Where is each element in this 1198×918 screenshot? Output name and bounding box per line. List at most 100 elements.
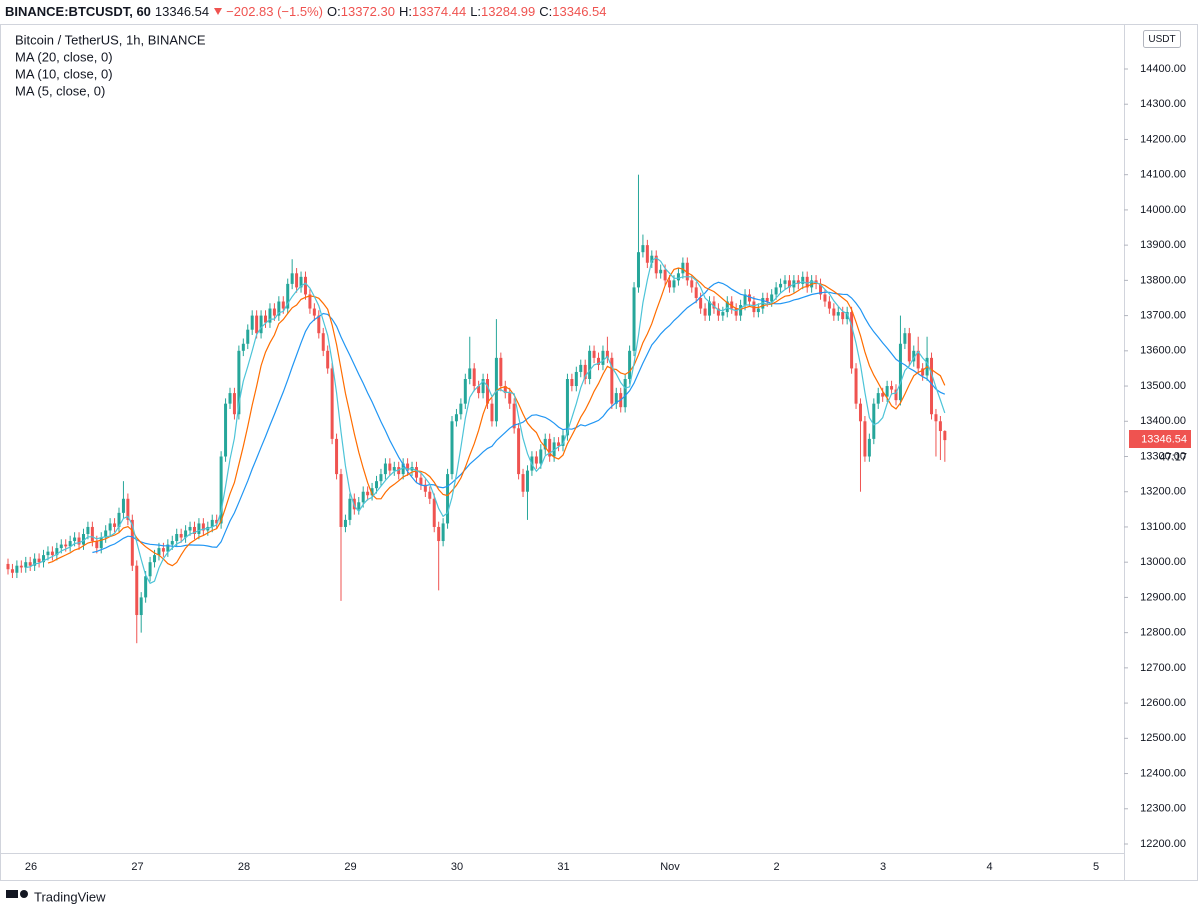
y-tick-label: 14000.00 [1140,204,1186,216]
candle-body [512,403,516,429]
candle-body [787,280,791,288]
candle-body [623,379,627,408]
currency-button[interactable] [1143,30,1181,48]
candle-body [10,569,14,573]
candle-body [104,530,108,538]
candle-body [55,548,59,556]
candle-body [907,333,911,362]
y-tick-label: 13300.00 [1140,450,1186,462]
candle-body [614,393,618,404]
candle-body [805,276,809,288]
x-tick-label: 31 [557,861,569,873]
candle-body [503,386,507,394]
currency[interactable]: USDT [1148,34,1175,45]
candle-body [259,315,263,334]
candle-body [934,414,938,422]
candle-body [898,343,902,401]
last-price: 13346.54 [154,3,210,19]
candle-body [232,393,236,415]
ohlc-label: O: [327,3,341,19]
y-tick-label: 12400.00 [1140,767,1186,779]
candle-body [668,280,672,288]
candle-body [708,301,712,316]
candle-body [867,438,871,457]
y-tick-label: 14100.00 [1140,169,1186,181]
candle-body [490,403,494,422]
candle-body [770,294,774,302]
candle-body [916,350,920,369]
candle-body [299,276,303,288]
candle-body [472,368,476,387]
candle-body [321,333,325,351]
candle-body [779,283,783,288]
candle-body [681,262,685,274]
candle-body [224,403,228,457]
x-tick-label: Nov [660,861,680,873]
candle-body [330,368,334,439]
candle-body [19,565,23,568]
candle-body [437,526,441,542]
ohlc-label: H: [398,3,412,19]
candle-body [725,301,729,313]
candle-body [15,565,19,573]
candle-body [423,484,427,492]
down-arrow [214,8,223,15]
y-tick-label: 12200.00 [1140,838,1186,850]
candle-body [930,357,934,415]
x-tick-label: 28 [238,861,250,873]
candle-body [144,576,148,598]
candle-body [157,548,161,556]
candle-body [610,357,614,404]
y-tick-label: 13400.00 [1140,415,1186,427]
candle-body [290,273,294,284]
candle-body [850,312,854,369]
candle-body [90,526,94,542]
candle-body [699,297,703,309]
candle-body [277,301,281,316]
countdown: 47:17 [1159,451,1187,463]
candle-body [659,269,663,274]
moving-average [25,257,946,585]
candle-body [77,537,81,545]
candle-body [463,379,467,404]
candle-body [357,502,361,510]
x-tick-label: 2 [773,861,779,873]
candle-body [250,315,254,330]
y-tick-label: 12700.00 [1140,662,1186,674]
candle-body [37,558,41,563]
candle-body [636,252,640,288]
candle-body [383,463,387,475]
candle-body [796,280,800,284]
candle-body [414,467,418,478]
candle-body [406,463,410,471]
candle-body [161,548,165,552]
candle-body [921,368,925,376]
candle-body [326,350,330,369]
candle-body [33,558,37,566]
candle-body [175,534,179,542]
candle-body [845,312,849,320]
ohlc-label: C: [539,3,553,19]
candle-body [872,403,876,439]
chart-title: Bitcoin / TetherUS, 1h, BINANCE [15,32,206,47]
candle-body [672,280,676,288]
candle-body [95,541,99,549]
candle-body [654,255,658,274]
candle-body [375,481,379,489]
candle-body [565,379,569,436]
candle-body [841,312,845,320]
candle-body [743,294,747,306]
tv-logo [6,890,28,898]
candle-body [188,526,192,531]
candle-body [237,350,241,415]
candle-body [663,269,667,281]
candle-body [135,565,139,616]
y-tick-label: 14300.00 [1140,98,1186,110]
candle-body [68,541,72,547]
candle-body [379,474,383,482]
y-tick-label: 12900.00 [1140,591,1186,603]
y-tick-label: 14200.00 [1140,133,1186,145]
candle-body [272,308,276,316]
candle-body [348,498,352,520]
y-tick-label: 13900.00 [1140,239,1186,251]
